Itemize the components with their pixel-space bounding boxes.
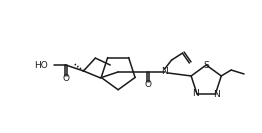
Text: N: N — [161, 67, 168, 76]
Text: S: S — [203, 61, 209, 70]
Text: HO: HO — [34, 61, 48, 70]
Text: O: O — [62, 74, 69, 83]
Text: O: O — [144, 80, 151, 89]
Text: N: N — [213, 90, 220, 99]
Text: N: N — [193, 89, 199, 98]
